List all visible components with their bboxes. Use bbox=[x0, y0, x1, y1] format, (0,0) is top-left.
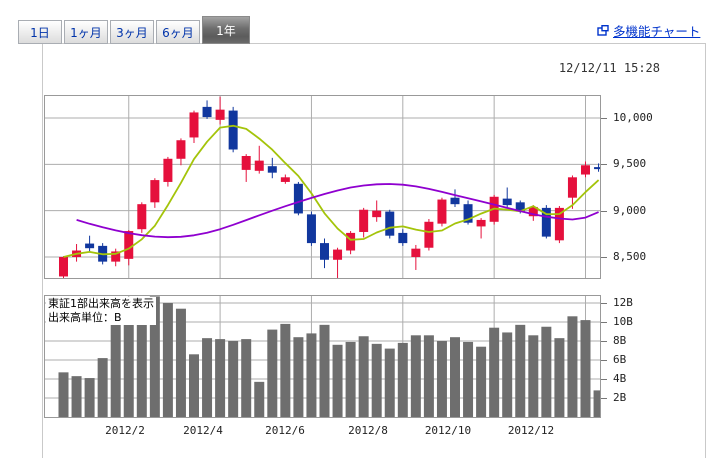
volume-axis-tick bbox=[601, 379, 607, 380]
volume-axis-tick bbox=[601, 398, 607, 399]
quote-timestamp: 12/12/11 15:28 bbox=[558, 61, 660, 75]
volume-axis-tick bbox=[601, 322, 607, 323]
x-axis-label: 2012/8 bbox=[348, 424, 388, 437]
volume-axis-tick bbox=[601, 303, 607, 304]
multi-function-chart-label: 多機能チャート bbox=[613, 24, 701, 39]
multi-function-chart-link[interactable]: 多機能チャート bbox=[597, 21, 700, 40]
price-axis-label: 8,500 bbox=[613, 250, 647, 263]
tab-1day[interactable]: 1日 bbox=[18, 20, 62, 44]
price-axis-label: 9,000 bbox=[613, 203, 647, 217]
volume-axis-label: 6B bbox=[613, 353, 627, 366]
x-axis-label: 2012/10 bbox=[424, 424, 472, 437]
volume-axis-label: 2B bbox=[613, 391, 627, 404]
candlestick-chart bbox=[45, 96, 600, 278]
period-tab-bar: 1日 1ヶ月 3ヶ月 6ヶ月 1年 bbox=[18, 15, 252, 44]
volume-axis-label: 4B bbox=[613, 372, 627, 385]
tab-1month[interactable]: 1ヶ月 bbox=[64, 20, 108, 44]
price-axis-label: 10,000 bbox=[613, 111, 653, 124]
volume-note-line2: 出来高単位：B bbox=[48, 311, 122, 324]
x-axis-label: 2012/12 bbox=[507, 424, 555, 437]
volume-axis-tick bbox=[601, 360, 607, 361]
volume-bar-chart bbox=[45, 296, 600, 417]
price-axis-tick bbox=[601, 164, 607, 166]
x-axis-label: 2012/2 bbox=[105, 424, 145, 437]
volume-axis-label: 8B bbox=[613, 334, 627, 347]
tab-1year[interactable]: 1年 bbox=[202, 16, 250, 44]
volume-axis-tick bbox=[601, 341, 607, 342]
price-axis-tick bbox=[601, 118, 607, 119]
volume-note: 東証1部出来高を表示 出来高単位：B bbox=[46, 297, 156, 325]
tab-3months[interactable]: 3ヶ月 bbox=[110, 20, 154, 44]
tab-6months[interactable]: 6ヶ月 bbox=[156, 20, 200, 44]
volume-axis-label: 10B bbox=[613, 315, 633, 328]
price-chart-pane bbox=[44, 95, 601, 279]
popup-window-icon bbox=[597, 25, 609, 36]
volume-note-line1: 東証1部出来高を表示 bbox=[48, 297, 154, 310]
price-axis-tick bbox=[601, 257, 607, 258]
volume-axis-label: 12B bbox=[613, 296, 633, 309]
price-axis-tick bbox=[601, 210, 607, 212]
price-axis-label: 9,500 bbox=[613, 157, 647, 171]
x-axis-label: 2012/6 bbox=[265, 424, 305, 437]
x-axis-label: 2012/4 bbox=[183, 424, 223, 437]
